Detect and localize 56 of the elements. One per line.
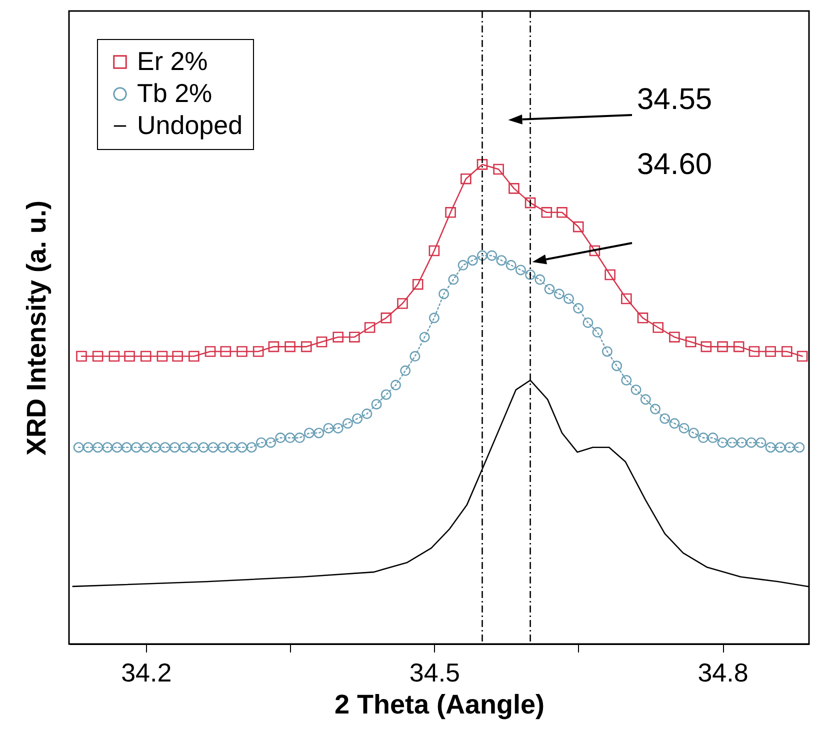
point: [717, 341, 728, 352]
point: [76, 350, 87, 362]
point: [637, 312, 648, 324]
point: [316, 336, 328, 348]
point: [669, 332, 680, 342]
point: [349, 332, 360, 342]
point: [621, 293, 632, 304]
point: [604, 269, 616, 280]
point: [476, 159, 488, 170]
point: [765, 346, 776, 357]
point: [140, 350, 152, 362]
point: [268, 341, 280, 352]
point: [204, 346, 216, 357]
point: [541, 207, 552, 218]
point: [284, 341, 296, 352]
point: [156, 350, 168, 362]
point: [188, 350, 200, 362]
point: [172, 350, 183, 362]
point: [700, 341, 712, 352]
point: [92, 350, 104, 362]
y-axis-title: XRD Intensity (a. u.): [22, 200, 52, 456]
point: [364, 322, 376, 333]
point: [252, 346, 264, 357]
x-tick-label: 34.5: [409, 658, 460, 688]
x-axis-title: 2 Theta (Aangle): [334, 690, 545, 720]
legend-label: Er 2%: [137, 46, 208, 76]
legend-label: Undoped: [137, 110, 243, 140]
point: [493, 164, 504, 175]
point: [589, 245, 600, 256]
annotation: 34.60: [637, 148, 712, 181]
point: [428, 245, 440, 256]
point: [796, 350, 808, 362]
legend-label: Tb 2%: [137, 78, 212, 108]
point: [652, 322, 664, 333]
point: [332, 332, 344, 342]
point: [380, 312, 392, 324]
point: [685, 336, 696, 348]
point: [782, 346, 792, 357]
text: 34.55: [637, 83, 712, 116]
point: [412, 278, 424, 290]
x-tick-label: 34.8: [698, 658, 748, 688]
point: [300, 341, 312, 352]
point: [748, 346, 760, 357]
point: [508, 183, 520, 194]
point: [460, 173, 472, 184]
point: [236, 346, 248, 357]
point: [556, 207, 568, 218]
point: [220, 346, 232, 357]
x-tick-label: 34.2: [121, 658, 172, 688]
point: [524, 197, 536, 208]
point: [572, 221, 584, 232]
point: [445, 207, 456, 218]
point: [108, 350, 120, 362]
point: [397, 298, 408, 309]
point: [124, 350, 135, 362]
point: [733, 341, 744, 352]
